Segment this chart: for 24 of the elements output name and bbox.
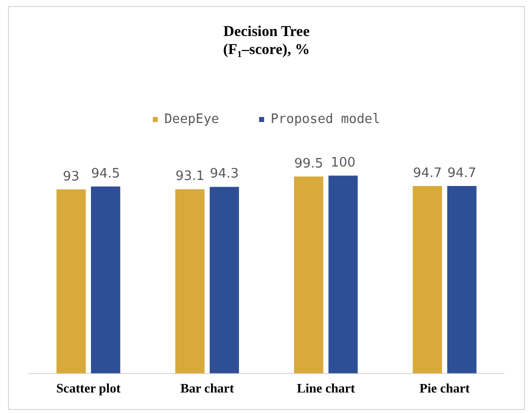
bar — [328, 176, 358, 374]
bar — [56, 189, 86, 374]
data-label: 94.5 — [91, 166, 120, 182]
data-label: 93.1 — [175, 169, 204, 184]
x-tick-label: Bar chart — [180, 380, 235, 396]
x-tick-label: Line chart — [296, 380, 356, 396]
bar — [294, 176, 324, 374]
legend-label: DeepEye — [164, 112, 220, 127]
text: (F₁–score), % — [223, 42, 310, 58]
data-label: 94.7 — [412, 166, 442, 181]
data-label: 93 — [62, 169, 80, 184]
bar — [412, 186, 442, 374]
bar — [90, 186, 120, 374]
x-tick-label: Pie chart — [420, 380, 470, 396]
data-label: 99.5 — [294, 156, 324, 172]
bar — [447, 186, 476, 374]
bar — [175, 189, 205, 374]
bar — [210, 186, 239, 374]
data-label: 94.7 — [447, 166, 476, 181]
legend-label: Proposed model — [270, 112, 380, 127]
data-label: 94.3 — [210, 166, 239, 182]
text: Decision Tree — [223, 24, 310, 40]
x-tick-label: Scatter plot — [56, 380, 122, 396]
data-label: 100 — [330, 155, 356, 170]
